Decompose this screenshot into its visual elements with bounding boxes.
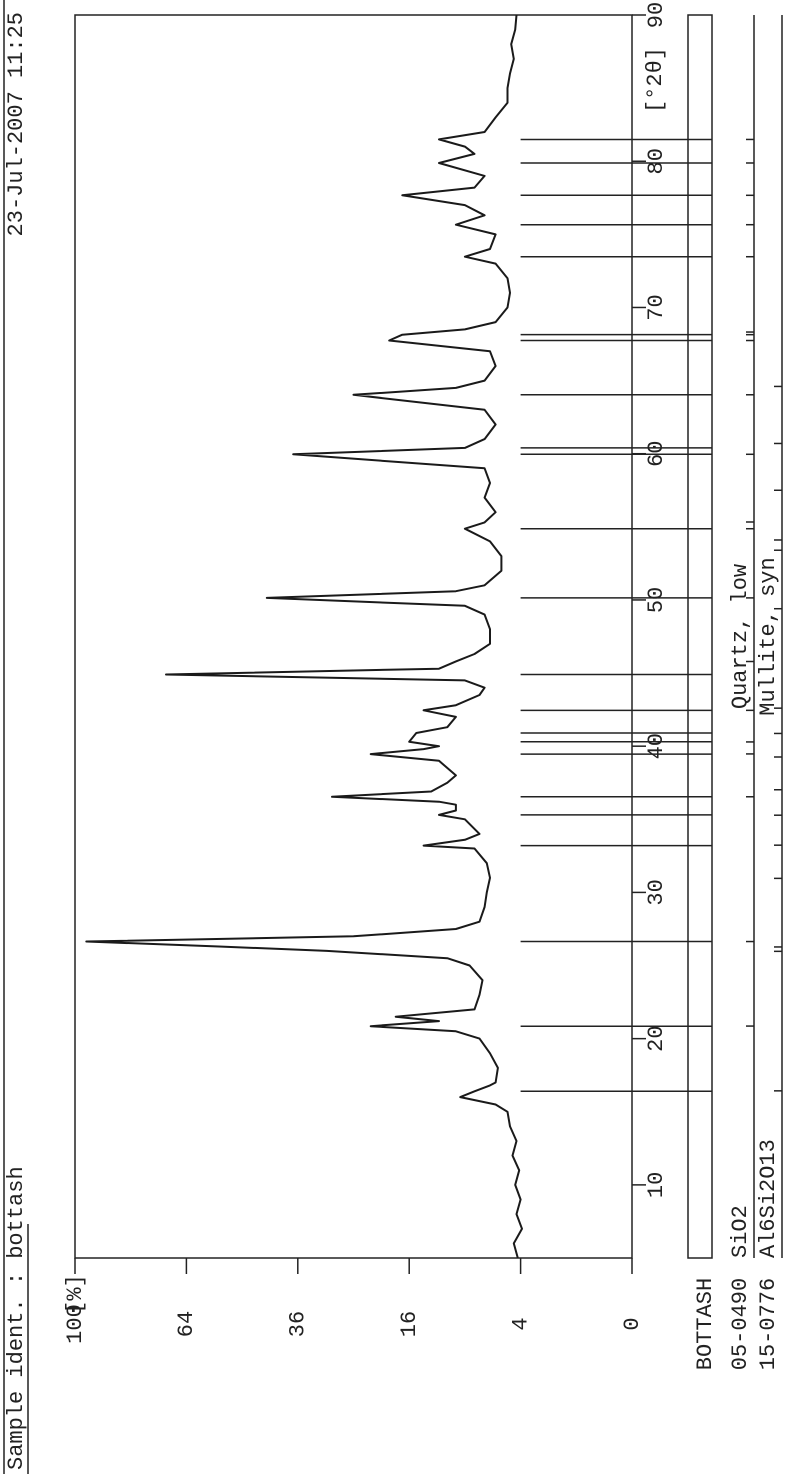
sample-name: BOTTASH: [693, 1278, 718, 1370]
phase-code: 05-0490: [728, 1278, 753, 1370]
rotated-chart: Sample ident. : bottash 23-Jul-2007 11:2…: [3, 0, 783, 1474]
date: 23-Jul-2007 11:25: [4, 12, 29, 236]
phase-code: 15-0776: [756, 1278, 781, 1370]
x-tick-label: 30: [644, 879, 669, 905]
x-tick-label: 70: [644, 294, 669, 320]
x-tick-label: 80: [644, 148, 669, 174]
y-tick-label: 100: [63, 1304, 88, 1344]
phase-name: Mullite, syn: [756, 557, 781, 715]
chart-title: Sample ident. : bottash: [4, 1166, 29, 1470]
plot-frame: [74, 14, 633, 1259]
pattern-line: [85, 14, 523, 1259]
y-tick-label: 0: [620, 1317, 645, 1330]
y-tick-label: 36: [286, 1311, 311, 1337]
x-unit-label: [°2θ]: [643, 47, 668, 113]
x-tick-label: 50: [644, 587, 669, 613]
x-tick-label: 40: [644, 733, 669, 759]
y-tick-label: 16: [397, 1311, 422, 1337]
y-tick-label: 4: [508, 1317, 533, 1330]
y-axis-label: [%]: [63, 1274, 88, 1314]
x-tick-label: 20: [644, 1025, 669, 1051]
phase-name: Quartz, low: [728, 564, 753, 709]
phase-formula: Al6Si2O13: [756, 1139, 781, 1258]
sample-strip: [687, 14, 713, 1259]
x-tick-label: 10: [644, 1172, 669, 1198]
y-tick-label: 64: [174, 1311, 199, 1337]
x-tick-label: 90: [644, 2, 669, 28]
phase-formula: SiO2: [728, 1205, 753, 1258]
